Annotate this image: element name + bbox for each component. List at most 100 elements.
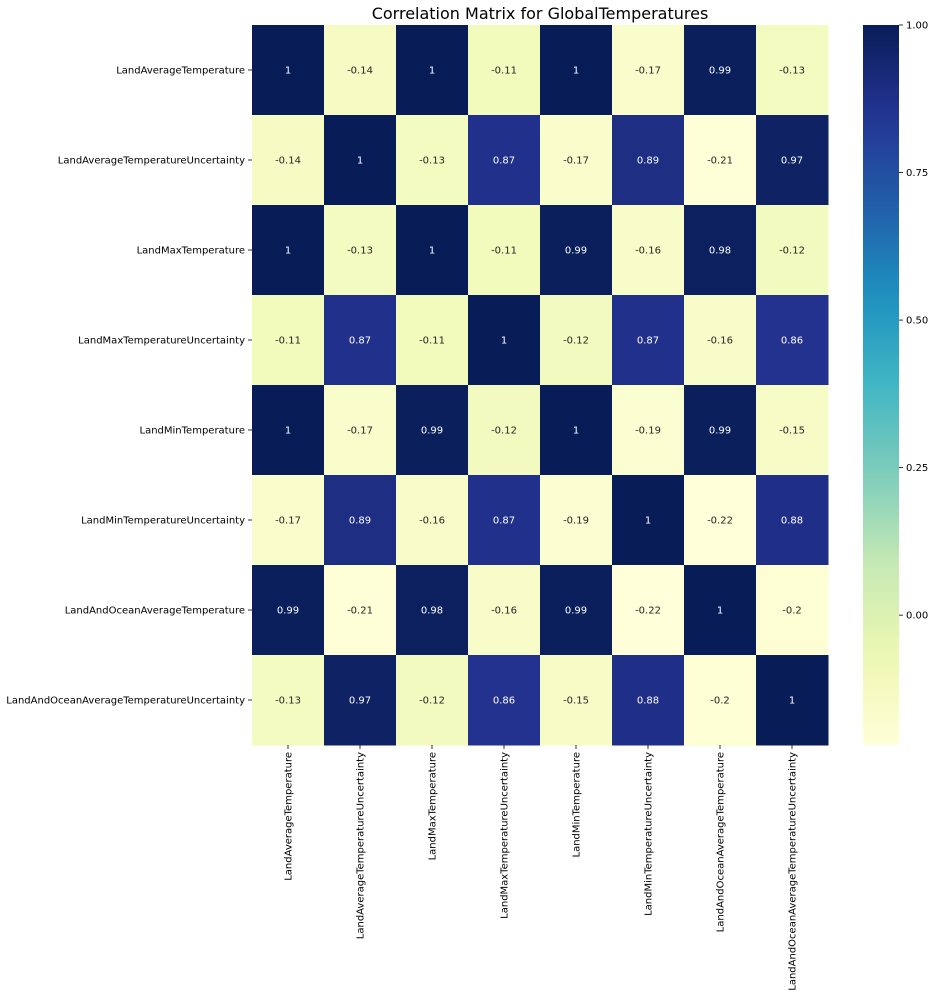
heatmap-cell: [684, 385, 757, 476]
cell-value-label: 0.89: [349, 516, 371, 527]
cell-value-label: 1: [429, 66, 435, 77]
cell-value-label: -0.14: [275, 156, 301, 167]
heatmap-cell: [468, 565, 541, 656]
cell-value-label: -0.11: [491, 66, 517, 77]
cell-value-label: 0.88: [637, 696, 659, 707]
heatmap-cell: [468, 475, 541, 566]
heatmap-cell: [324, 655, 397, 746]
cell-value-label: -0.17: [635, 66, 661, 77]
heatmap-cell: [396, 25, 469, 116]
heatmap-cell: [612, 205, 685, 296]
heatmap-cell: [540, 115, 613, 206]
heatmap-cell: [324, 385, 397, 476]
x-tick-label: LandMinTemperatureUncertainty: [644, 752, 655, 916]
heatmap-cell: [324, 115, 397, 206]
x-tick-label: LandAndOceanAverageTemperatureUncertaint…: [788, 752, 799, 991]
cell-value-label: 1: [573, 66, 579, 77]
heatmap-cell: [468, 25, 541, 116]
cell-value-label: -0.13: [779, 66, 805, 77]
heatmap-cell: [396, 115, 469, 206]
cell-value-label: 1: [501, 336, 507, 347]
heatmap-cell: [252, 655, 325, 746]
y-tick-label: LandMinTemperatureUncertainty: [81, 516, 245, 527]
heatmap-cell: [468, 655, 541, 746]
heatmap-cell: [252, 295, 325, 386]
heatmap-cell: [252, 205, 325, 296]
heatmap-cell: [324, 475, 397, 566]
heatmap-cell: [756, 475, 829, 566]
y-tick-label: LandAverageTemperature: [116, 66, 245, 77]
cell-value-label: 0.99: [421, 426, 443, 437]
heatmap-cell: [684, 25, 757, 116]
cell-value-label: -0.13: [419, 156, 445, 167]
x-tick-label: LandAndOceanAverageTemperature: [716, 752, 727, 932]
cell-value-label: 0.99: [277, 606, 299, 617]
heatmap-cell: [540, 25, 613, 116]
cell-value-label: -0.12: [563, 336, 589, 347]
cell-value-label: -0.21: [347, 606, 373, 617]
heatmap-cell: [612, 115, 685, 206]
heatmap-cell: [684, 205, 757, 296]
heatmap-cell: [324, 295, 397, 386]
heatmap-cell: [540, 295, 613, 386]
cell-value-label: -0.11: [491, 246, 517, 257]
cell-value-label: 0.89: [637, 156, 659, 167]
heatmap-cell: [612, 295, 685, 386]
cell-value-label: 0.97: [349, 696, 371, 707]
heatmap-cell: [684, 565, 757, 656]
heatmap-cell: [540, 385, 613, 476]
cell-value-label: 1: [285, 66, 291, 77]
cell-value-label: -0.16: [419, 516, 445, 527]
cell-value-label: -0.13: [275, 696, 301, 707]
cell-value-label: 1: [573, 426, 579, 437]
x-tick-label: LandAverageTemperatureUncertainty: [356, 752, 367, 939]
heatmap-cell: [252, 25, 325, 116]
heatmap-cell: [756, 295, 829, 386]
colorbar-tick-label: 0.25: [906, 463, 928, 474]
cell-value-label: -0.16: [491, 606, 517, 617]
cell-value-label: -0.2: [710, 696, 730, 707]
cell-value-label: -0.16: [707, 336, 733, 347]
heatmap-cell: [756, 115, 829, 206]
y-tick-label: LandMinTemperature: [140, 426, 245, 437]
heatmap-cell: [756, 25, 829, 116]
x-tick-label: LandMinTemperature: [572, 752, 583, 857]
heatmap-cell: [252, 475, 325, 566]
cell-value-label: -0.19: [563, 516, 589, 527]
cell-value-label: -0.2: [782, 606, 802, 617]
heatmap-cell: [252, 385, 325, 476]
heatmap-cell: [612, 475, 685, 566]
y-tick-label: LandMaxTemperatureUncertainty: [78, 336, 245, 347]
cell-value-label: -0.22: [635, 606, 661, 617]
cell-value-label: -0.17: [563, 156, 589, 167]
heatmap-cell: [612, 25, 685, 116]
heatmap-cell: [324, 205, 397, 296]
cell-value-label: 0.97: [781, 156, 803, 167]
cell-value-label: -0.16: [635, 246, 661, 257]
heatmap-cell: [468, 205, 541, 296]
cell-value-label: 0.99: [565, 246, 587, 257]
heatmap-cell: [756, 655, 829, 746]
x-tick-label: LandMaxTemperatureUncertainty: [500, 752, 511, 919]
y-tick-label: LandMaxTemperature: [137, 246, 245, 257]
cell-value-label: 1: [285, 246, 291, 257]
heatmap-cell: [540, 475, 613, 566]
x-tick-label: LandAverageTemperature: [284, 752, 295, 881]
heatmap-cell: [396, 295, 469, 386]
cell-value-label: -0.17: [347, 426, 373, 437]
cell-value-label: -0.22: [707, 516, 733, 527]
heatmap-cell: [540, 565, 613, 656]
x-axis-tick-labels: LandAverageTemperature LandAverageTempera…: [284, 745, 799, 991]
heatmap-cell: [324, 565, 397, 656]
cell-value-label: -0.17: [275, 516, 301, 527]
cell-value-label: 1: [717, 606, 723, 617]
cell-value-label: 1: [429, 246, 435, 257]
heatmap-cell: [396, 205, 469, 296]
colorbar-tick-label: 0.75: [906, 168, 928, 179]
heatmap-cell: [468, 295, 541, 386]
heatmap-cell: [540, 205, 613, 296]
heatmap-cell: [252, 115, 325, 206]
colorbar-tick-label: 0.00: [906, 611, 928, 622]
cell-value-label: 0.99: [565, 606, 587, 617]
